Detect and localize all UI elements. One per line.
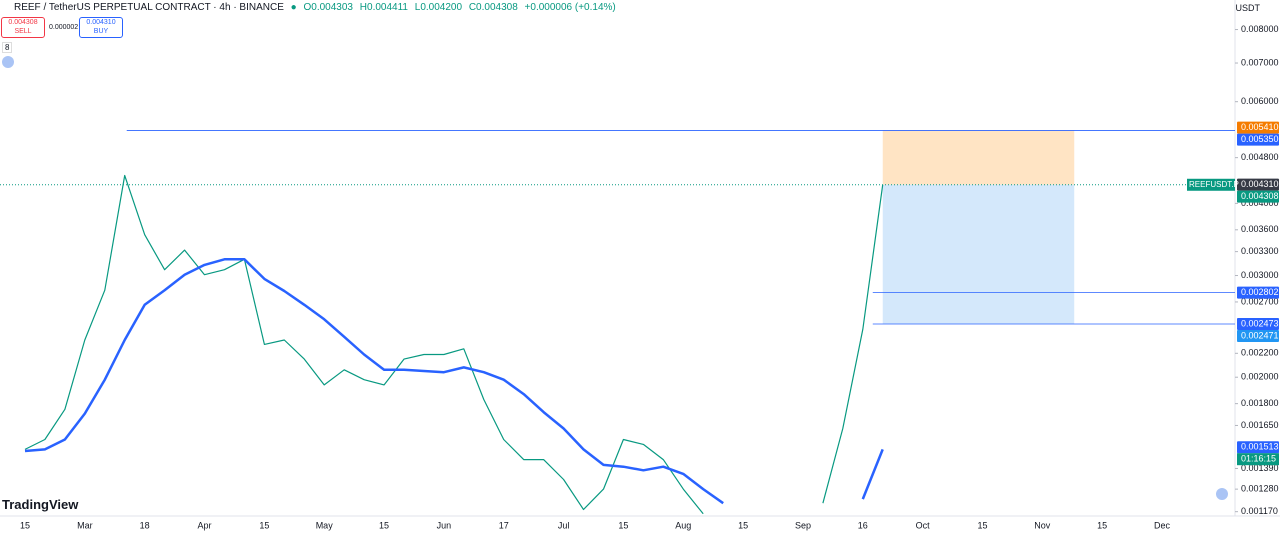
x-tick-label: 15 xyxy=(379,520,389,530)
x-tick-label: 17 xyxy=(499,520,509,530)
price-label-bg xyxy=(1237,133,1279,146)
price-line xyxy=(24,174,884,515)
price-label: 0.002473 xyxy=(1241,318,1279,328)
buy-label: BUY xyxy=(93,28,109,35)
countdown-bg xyxy=(1237,453,1279,466)
y-tick-label: 0.001280 xyxy=(1241,484,1279,494)
high: H0.004411 xyxy=(359,2,408,13)
price-label-bg xyxy=(1237,329,1279,342)
x-tick-label: 16 xyxy=(858,520,868,530)
price-label-bg xyxy=(1237,441,1279,454)
x-tick-label: Jul xyxy=(558,520,570,530)
spread: 0.000002 xyxy=(49,24,79,31)
low: L0.004200 xyxy=(414,2,463,13)
price-label: 0.001513 xyxy=(1241,442,1279,452)
symbol[interactable]: REEF / TetherUS PERPETUAL CONTRACT · 4h … xyxy=(14,2,284,13)
change: +0.000006 (+0.14%) xyxy=(524,2,616,13)
price-label: 0.004310 xyxy=(1241,179,1279,189)
x-tick-label: 15 xyxy=(618,520,628,530)
logo: TradingView xyxy=(2,497,79,512)
x-tick-label: Jun xyxy=(437,520,452,530)
y-tick-label: 0.003300 xyxy=(1241,246,1279,256)
open: O0.004303 xyxy=(303,2,354,13)
price-label-bg xyxy=(1237,190,1279,203)
x-tick-label: Nov xyxy=(1034,520,1051,530)
symbol-header: REEF / TetherUS PERPETUAL CONTRACT · 4h … xyxy=(14,2,616,13)
y-tick-label: 0.006000 xyxy=(1241,96,1279,106)
y-tick-label: 0.001650 xyxy=(1241,420,1279,430)
indicator-toggle[interactable]: 8 xyxy=(2,42,13,53)
sell-button[interactable]: 0.004308 SELL xyxy=(1,17,45,38)
moving-average xyxy=(24,258,884,505)
target-zone xyxy=(882,130,1075,185)
x-tick-label: Aug xyxy=(675,520,691,530)
y-tick-label: 0.004000 xyxy=(1241,198,1279,208)
x-tick-label: 15 xyxy=(259,520,269,530)
x-tick-label: Mar xyxy=(77,520,93,530)
y-tick-label: 0.003000 xyxy=(1241,270,1279,280)
x-tick-label: Apr xyxy=(198,520,212,530)
buy-price: 0.004310 xyxy=(86,19,116,26)
ticker-bg xyxy=(1187,178,1235,191)
stop-zone xyxy=(882,184,1075,324)
ticker-label: REEFUSDT.P xyxy=(1189,180,1239,189)
x-tick-label: Dec xyxy=(1154,520,1171,530)
price-label: 0.002802 xyxy=(1241,287,1279,297)
x-tick-label: 15 xyxy=(20,520,30,530)
price-label-bg xyxy=(1237,121,1279,134)
x-tick-label: Sep xyxy=(795,520,811,530)
y-tick-label: 0.008000 xyxy=(1241,24,1279,34)
price-label-bg xyxy=(1237,286,1279,299)
y-tick-label: 0.001800 xyxy=(1241,398,1279,408)
price-label-bg xyxy=(1237,317,1279,330)
buy-button[interactable]: 0.004310 BUY xyxy=(79,17,123,38)
x-tick-label: May xyxy=(316,520,334,530)
x-tick-label: 15 xyxy=(1097,520,1107,530)
currency-unit[interactable]: USDT xyxy=(1235,3,1261,13)
price-label: 0.005410 xyxy=(1241,122,1279,132)
y-tick-label: 0.001170 xyxy=(1241,506,1278,516)
x-tick-label: 15 xyxy=(977,520,987,530)
avatar-dot xyxy=(2,56,14,68)
y-tick-label: 0.002000 xyxy=(1241,372,1279,382)
sell-price: 0.004308 xyxy=(8,19,38,26)
y-tick-label: 0.003600 xyxy=(1241,224,1279,234)
price-label-bg xyxy=(1237,178,1279,191)
scroll-dot xyxy=(1216,488,1228,500)
sell-label: SELL xyxy=(14,28,32,35)
countdown: 01:16:15 xyxy=(1241,454,1276,464)
x-tick-label: 18 xyxy=(140,520,150,530)
y-tick-label: 0.007000 xyxy=(1241,57,1279,67)
x-tick-label: Oct xyxy=(916,520,931,530)
y-tick-label: 0.004800 xyxy=(1241,152,1279,162)
y-tick-label: 0.001390 xyxy=(1241,463,1279,473)
close: C0.004308 xyxy=(468,2,518,13)
x-tick-label: 15 xyxy=(738,520,748,530)
price-label: 0.004308 xyxy=(1241,191,1279,201)
y-tick-label: 0.002200 xyxy=(1241,348,1279,358)
price-label: 0.005350 xyxy=(1241,134,1279,144)
price-label: 0.002471 xyxy=(1241,330,1279,340)
y-tick-label: 0.002700 xyxy=(1241,296,1279,306)
